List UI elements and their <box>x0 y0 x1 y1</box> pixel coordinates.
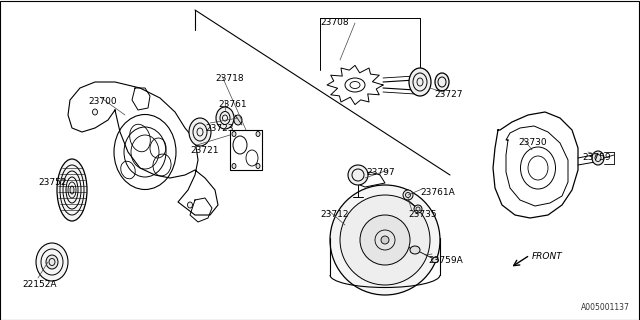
Ellipse shape <box>232 164 236 169</box>
Text: 23727: 23727 <box>434 90 463 99</box>
Ellipse shape <box>36 243 68 281</box>
Text: 23797: 23797 <box>366 168 395 177</box>
Text: 23759A: 23759A <box>428 256 463 265</box>
Ellipse shape <box>188 202 193 208</box>
Text: 23723: 23723 <box>205 124 234 133</box>
Text: 23735: 23735 <box>408 210 436 219</box>
Text: 23721: 23721 <box>190 146 218 155</box>
Ellipse shape <box>348 165 368 185</box>
Ellipse shape <box>232 132 236 137</box>
Text: 23718: 23718 <box>215 74 244 83</box>
Text: 23761A: 23761A <box>420 188 455 197</box>
Ellipse shape <box>414 205 422 213</box>
Ellipse shape <box>381 236 389 244</box>
Text: FRONT: FRONT <box>532 252 563 261</box>
Text: 22152A: 22152A <box>22 280 56 289</box>
Text: 23759: 23759 <box>582 153 611 162</box>
Ellipse shape <box>403 190 413 200</box>
Text: 23752: 23752 <box>38 178 67 187</box>
Text: 23700: 23700 <box>88 97 116 106</box>
Ellipse shape <box>410 246 420 254</box>
Ellipse shape <box>330 185 440 295</box>
Text: 23712: 23712 <box>320 210 349 219</box>
Ellipse shape <box>435 73 449 91</box>
Ellipse shape <box>216 107 234 129</box>
Ellipse shape <box>256 132 260 137</box>
Ellipse shape <box>256 164 260 169</box>
Text: 23730: 23730 <box>518 138 547 147</box>
Ellipse shape <box>189 118 211 146</box>
Text: A005001137: A005001137 <box>581 303 630 312</box>
Ellipse shape <box>57 159 87 221</box>
Ellipse shape <box>93 109 97 115</box>
Text: 23761: 23761 <box>218 100 246 109</box>
Ellipse shape <box>234 115 242 125</box>
Ellipse shape <box>46 255 58 269</box>
Ellipse shape <box>70 186 74 194</box>
Ellipse shape <box>431 258 438 262</box>
Ellipse shape <box>409 68 431 96</box>
Ellipse shape <box>592 151 604 165</box>
Ellipse shape <box>340 195 430 285</box>
Ellipse shape <box>360 215 410 265</box>
Text: 23708: 23708 <box>320 18 349 27</box>
